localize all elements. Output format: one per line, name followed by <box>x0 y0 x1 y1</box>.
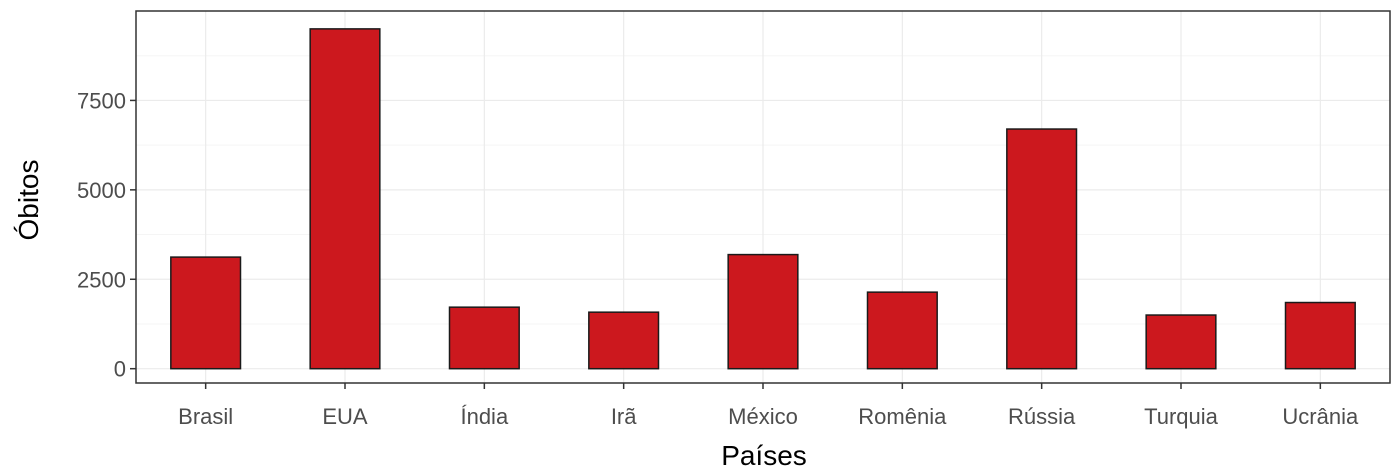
bar-índia <box>448 306 520 370</box>
bar-ucrânia <box>1284 301 1356 370</box>
bar-méxico <box>727 253 799 370</box>
bar-romênia <box>866 291 938 370</box>
x-tick-label: Brasil <box>178 404 233 429</box>
bars <box>170 28 1356 370</box>
y-axis-title: Óbitos <box>13 160 44 241</box>
x-tick-label: EUA <box>322 404 368 429</box>
y-tick-label: 5000 <box>77 178 126 203</box>
x-tick-label: Romênia <box>858 404 947 429</box>
bar-turquia <box>1145 314 1217 370</box>
x-tick-label: Irã <box>611 404 637 429</box>
bar-eua <box>309 28 381 370</box>
bar-rússia <box>1006 128 1078 370</box>
y-tick-label: 7500 <box>77 88 126 113</box>
x-tick-label: Turquia <box>1144 404 1219 429</box>
x-tick-label: México <box>728 404 798 429</box>
y-tick-label: 2500 <box>77 267 126 292</box>
x-tick-label: Ucrânia <box>1282 404 1359 429</box>
bar-irã <box>588 311 660 370</box>
axes: 0 2500 5000 7500 Brasil EUA Índia Irã México Romê… <box>77 88 1359 429</box>
x-tick-label: Rússia <box>1008 404 1076 429</box>
x-axis-title: Países <box>721 440 807 471</box>
x-tick-label: Índia <box>460 404 508 429</box>
bar-brasil <box>170 256 242 370</box>
y-tick-label: 0 <box>114 357 126 382</box>
